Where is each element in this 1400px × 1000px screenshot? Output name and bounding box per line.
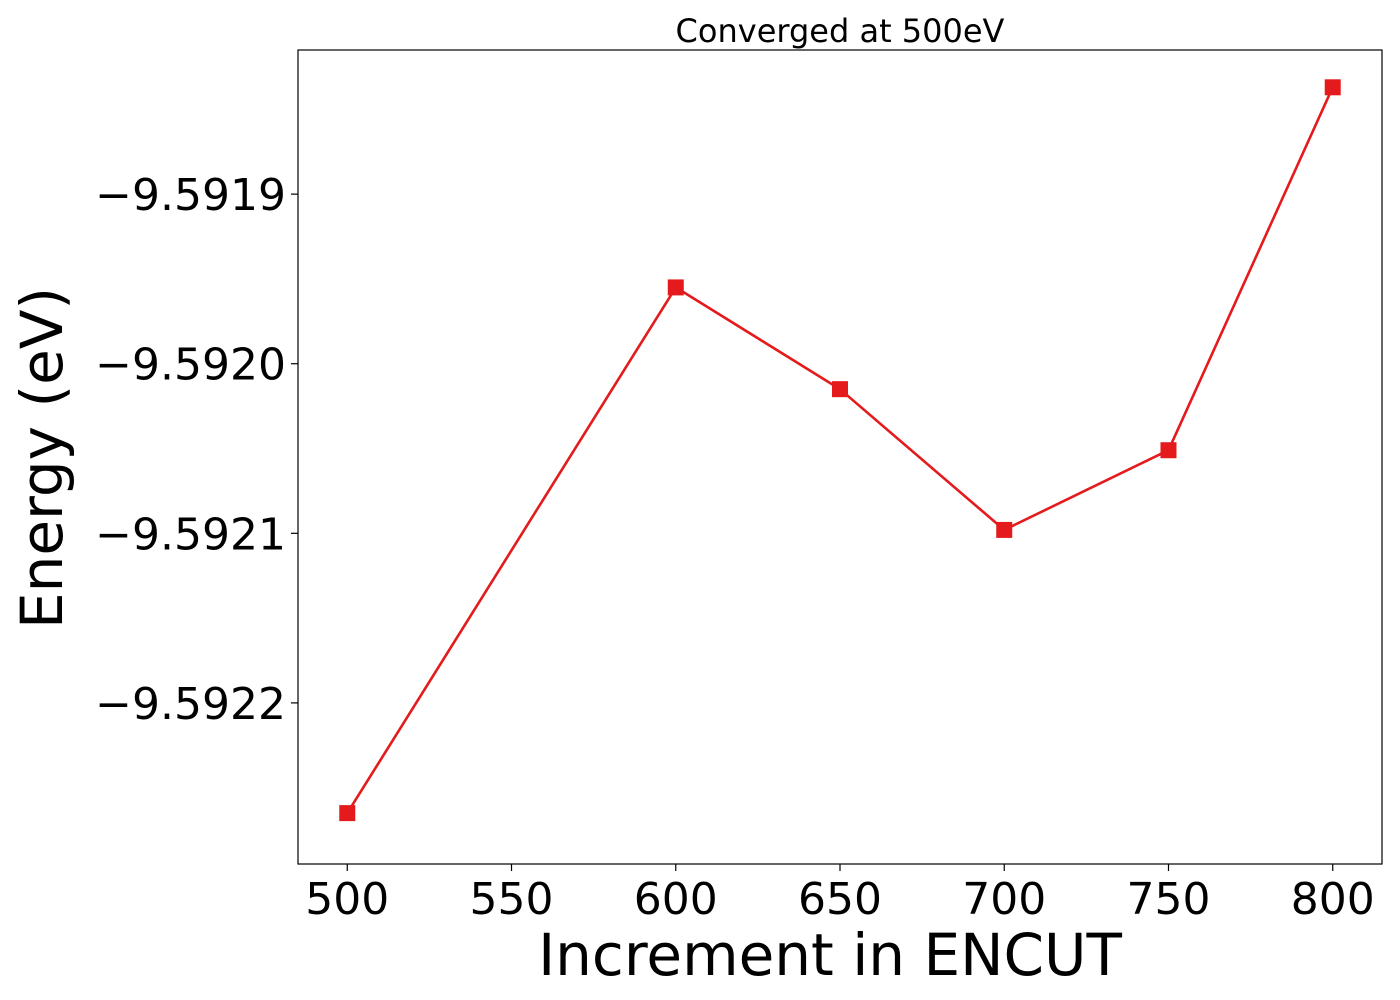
data-point-marker	[667, 279, 684, 296]
x-axis-label: Increment in ENCUT	[538, 921, 1122, 989]
data-point-marker	[832, 381, 848, 398]
y-axis: −9.5922 −9.5921 −9.5920 −9.5919	[95, 170, 298, 730]
x-tick-label: 800	[1291, 874, 1375, 925]
data-point-marker	[339, 805, 356, 822]
data-point-marker	[1160, 442, 1177, 459]
data-point-marker	[996, 521, 1013, 538]
x-axis: 500 550 600 650 700 750 800	[305, 864, 1375, 925]
y-tick-label: −9.5919	[95, 170, 286, 221]
x-tick-label: 700	[962, 874, 1046, 925]
series-line	[346, 86, 1334, 814]
y-axis-label: Energy (eV)	[8, 287, 76, 629]
x-tick-label: 550	[470, 874, 554, 925]
x-tick-label: 600	[634, 874, 718, 925]
plot-area	[339, 79, 1341, 822]
y-tick-label: −9.5922	[95, 679, 286, 730]
x-tick-label: 750	[1126, 874, 1210, 925]
x-tick-label: 500	[305, 874, 389, 925]
chart-title: Converged at 500eV	[676, 12, 1005, 50]
y-tick-label: −9.5920	[95, 340, 286, 391]
y-tick-label: −9.5921	[95, 509, 286, 560]
data-point-marker	[1324, 79, 1341, 96]
x-tick-label: 650	[798, 874, 882, 925]
